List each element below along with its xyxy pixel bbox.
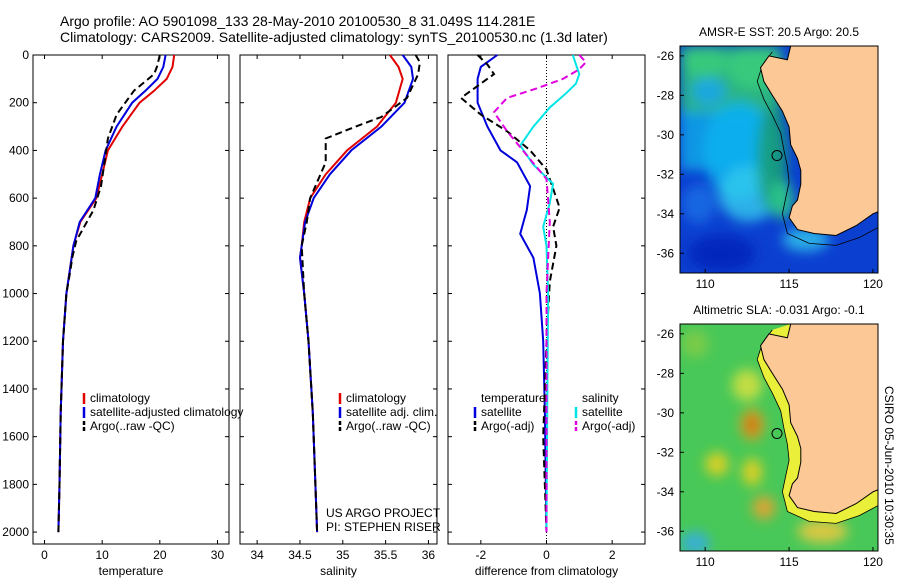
depth-tick-label: 1600 [2,430,29,444]
depth-tick-label: 1200 [2,334,29,348]
diff-panel: -2 0 2 difference from climatology [447,54,646,578]
sla-map-lat-label: -26 [657,327,675,341]
sla-map-lat-label: -30 [657,406,675,420]
sst-map-field [680,46,878,273]
sst-map-lat-label: -36 [657,246,675,260]
sla-shelf-contour [756,329,878,524]
temp-legend-argo-label: Argo(..raw -QC) [90,419,175,433]
pi-annotation: PI: STEPHEN RISER [326,520,441,534]
sst-map-lon-label: 120 [863,277,883,291]
temp-series-argo-raw-qc- [57,54,161,533]
temp-legend-satellite-label: satellite-adjusted climatology [90,405,243,419]
sst-map-float-marker [771,150,783,162]
diff-x-tick-label: 0 [543,548,550,562]
depth-tick-label: 600 [9,191,29,205]
sla-map-frame [679,323,879,552]
sla-map: 110 115 120 -26 -28 -30 -32 -34 -36 Altimetric SL… [657,303,884,569]
sla-map-land [759,324,878,515]
sst-map-lat-label: -28 [657,88,675,102]
sla-map-lon-label: 115 [779,555,798,569]
figure-title-line-1: Argo profile: AO 5901098_133 28-May-2010… [60,13,536,29]
sal-legend-climatology-label: climatology [346,391,406,405]
sst-map: 110 115 120 -26 -28 -30 -32 -34 -36 AMSR-E SST: 2… [657,25,884,291]
sal-axes-box [239,54,438,545]
diff-series-salinity-argo-adj- [492,54,588,533]
diff-legend-sal-argo-label: Argo(-adj) [582,419,635,433]
sst-map-lon-label: 110 [696,277,715,291]
sal-x-tick-label: 34 [250,548,264,562]
sal-legend-satellite-label: satellite adj. clim. [346,405,437,419]
depth-tick-label: 1000 [2,287,29,301]
diff-series-temperature-satellite [476,54,548,533]
diff-legend-temp-satellite-label: satellite [481,405,522,419]
sst-map-lat-label: -32 [657,167,675,181]
diff-legend-salinity-heading: salinity [582,391,619,405]
temp-legend-climatology-label: climatology [90,391,150,405]
sla-map-float-marker [771,428,783,440]
temp-x-axis-label: temperature [99,564,164,578]
sla-shelf-band [757,324,878,524]
sst-map-lon-label: 115 [779,277,798,291]
sst-map-lat-label: -34 [657,207,675,221]
sst-shelf-contour [756,51,878,246]
diff-x-tick-label: 2 [609,548,616,562]
sst-map-frame [679,45,879,274]
sal-legend-argo-label: Argo(..raw -QC) [346,419,431,433]
sal-x-axis-label: salinity [320,564,357,578]
sla-map-lon-label: 110 [696,555,715,569]
temp-x-tick-label: 0 [41,548,48,562]
sla-map-lat-label: -28 [657,366,675,380]
diff-x-axis-label: difference from climatology [475,564,618,578]
diff-legend-sal-satellite-label: satellite [582,405,623,419]
sal-x-tick-label: 35.5 [374,548,398,562]
sla-map-lat-label: -32 [657,445,675,459]
temp-panel: 0 10 20 30 0 200 400 600 800 1000 1200 1400 1600 1800… [2,48,230,578]
depth-tick-label: 800 [9,239,29,253]
sla-map-field [680,324,878,551]
sla-map-lat-label: -36 [657,524,675,538]
depth-tick-label: 200 [9,96,29,110]
depth-tick-label: 1400 [2,382,29,396]
sal-x-tick-label: 36 [422,548,436,562]
diff-legend-temperature-heading: temperature [481,391,546,405]
project-annotation: US ARGO PROJECT [326,506,441,520]
temp-x-tick-label: 20 [153,548,167,562]
depth-tick-label: 400 [9,143,29,157]
sst-map-lat-label: -30 [657,128,675,142]
diff-legend-temp-argo-label: Argo(-adj) [481,419,534,433]
depth-tick-label: 2000 [2,525,29,539]
sla-map-title: Altimetric SLA: -0.031 Argo: -0.1 [693,303,865,317]
sst-map-land [759,46,878,237]
sla-map-lon-label: 120 [863,555,883,569]
sla-map-lat-label: -34 [657,485,675,499]
sal-x-tick-label: 35 [336,548,350,562]
sst-map-title: AMSR-E SST: 20.5 Argo: 20.5 [699,25,859,39]
figure-title-line-2: Climatology: CARS2009. Satellite-adjuste… [60,29,608,45]
temp-x-tick-label: 10 [95,548,109,562]
sal-x-tick-label: 34.5 [288,548,312,562]
sal-series-argo-raw-qc- [300,54,421,533]
temp-x-tick-label: 30 [211,548,225,562]
diff-x-tick-label: -2 [475,548,486,562]
depth-tick-label: 0 [22,48,29,62]
sst-map-lat-label: -26 [657,49,675,63]
temp-axes-box [32,54,230,545]
depth-tick-label: 1800 [2,477,29,491]
sal-panel: 34 34.5 35 35.5 36 salinity [239,54,438,578]
